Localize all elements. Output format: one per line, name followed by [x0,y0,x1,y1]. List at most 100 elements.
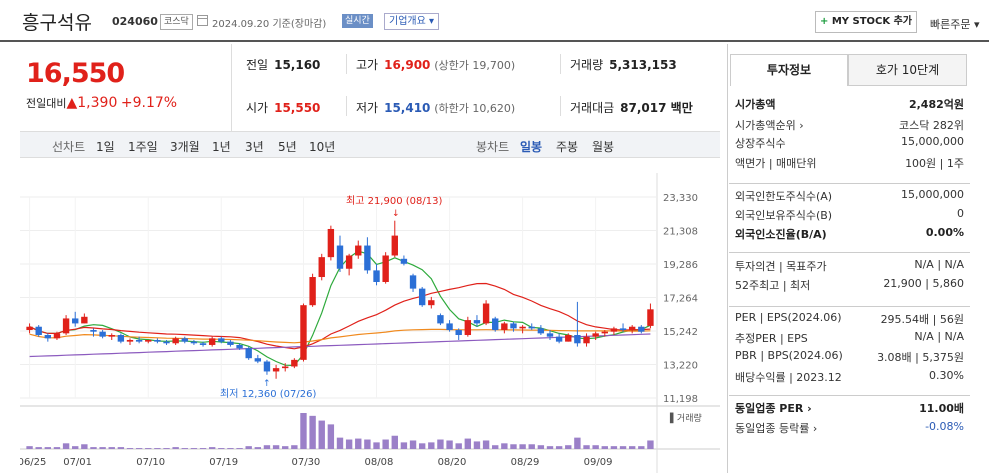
volume-bar [117,447,125,449]
candle-body [81,316,88,324]
candle-body [647,309,654,326]
candle-body [482,303,490,324]
candle-type-2[interactable]: 주봉 [556,140,579,154]
candle-body [345,255,353,269]
volume-bar [437,439,444,449]
volume-bar [44,447,52,449]
y-tick-label: 21,308 [663,227,698,238]
y-tick-label: 19,286 [663,260,698,271]
volume-bar [318,420,325,449]
volume-bar [546,446,554,449]
period-2[interactable]: 1주일 [128,140,158,154]
period-5[interactable]: 3년 [245,140,264,154]
info-row: 시가총액순위 › 코스닥 282위 [735,119,964,132]
candle-body [610,328,618,332]
candle-body [227,341,234,345]
x-tick-label: 07/01 [63,457,92,468]
volume-bar [455,443,462,449]
info-row: 동일업종 등락률 › -0.08% [735,420,964,435]
candle-body [272,368,280,372]
volume-bar [409,440,417,449]
candle-body [135,339,143,342]
candle-body [72,318,79,324]
candle-chart[interactable]: 23,330 21,308 19,286 17,264 15,242 13,220 11,1… [20,173,720,473]
volume-bar [446,440,453,449]
candle-body [510,323,517,329]
y-tick-label: 23,330 [663,193,698,204]
volume-bar [154,448,161,449]
candle-body [236,344,243,349]
price-box [20,44,232,132]
volume-bar [309,415,316,449]
company-overview-dropdown[interactable]: 기업개요 ▾ [384,13,439,30]
volume-label: ▌거래량 [669,412,702,424]
candle-body [108,335,115,337]
volume-bar [126,448,134,449]
candle-type-3[interactable]: 월봉 [592,140,615,154]
candle-body [628,326,636,331]
x-tick-label: 07/30 [291,457,320,468]
stats-panel [232,44,720,132]
candle-body [601,331,608,334]
candle-body [546,333,554,337]
period-4[interactable]: 1년 [212,140,231,154]
volume-bar [647,440,654,449]
x-tick-label: 08/08 [365,457,394,468]
info-row: 배당수익률 | 2023.12 0.30% [735,369,964,384]
candle-type-0[interactable]: 봉차트 [476,140,510,154]
quick-order-dropdown[interactable]: 빠른주문 ▾ [930,18,980,31]
x-tick-label: 08/20 [438,457,467,468]
volume-bar [53,447,61,449]
info-row: 상장주식수 15,000,000 [735,135,964,150]
my-stock-add-button[interactable]: + MY STOCK 추가 [815,11,917,33]
period-1[interactable]: 1일 [96,140,115,154]
period-6[interactable]: 5년 [278,140,297,154]
volume-bar [272,445,280,449]
candle-body [53,333,61,339]
realtime-button[interactable]: 실시간 [342,14,373,28]
candle-body [455,330,462,336]
volume-bar [190,448,198,449]
x-tick-label: 07/19 [209,457,238,468]
candle-body [254,358,262,362]
candle-body [26,326,33,331]
info-row: 동일업종 PER › 11.00배 [735,402,964,415]
stock-name: 흥구석유 [22,12,92,34]
candle-body [373,270,380,282]
divider [729,252,970,253]
info-row: 외국인소진율(B/A) 0.00% [735,226,964,241]
candle-body [327,228,335,258]
candle-body [391,235,398,256]
candle-type-1[interactable]: 일봉 [520,140,543,154]
divider [729,183,970,184]
volume-bar [464,438,472,449]
plus-icon: + [819,16,829,27]
period-3[interactable]: 3개월 [170,140,200,154]
volume-bar [610,446,618,449]
y-tick-label: 15,242 [663,327,698,338]
ma-20-line [29,282,651,350]
candle-body [99,331,106,337]
candle-body [400,258,408,264]
candle-body [355,245,362,256]
volume-bar [638,446,645,449]
tab-orderbook[interactable]: 호가 10단계 [848,54,967,86]
volume-bar [263,445,271,449]
tab-investment-info[interactable]: 투자정보 [730,54,848,86]
period-0[interactable]: 선차트 [52,140,86,154]
day-high: 고가 16,900 (상한가 19,700) [356,58,516,72]
volume-bar [181,448,188,449]
volume-bar [555,446,563,449]
trade-date: 2024.09.20 기준(장마감) [212,19,327,30]
candle-body [126,339,134,342]
candle-body [437,315,444,324]
volume-bar [72,446,79,449]
candle-body [446,323,453,331]
info-row: 시가총액 2,482억원 [735,98,964,111]
volume-bar [108,447,115,449]
candle-body [336,245,344,269]
period-7[interactable]: 10년 [309,140,336,154]
volume-bar [601,446,608,449]
candle-body [208,338,216,345]
candle-body [583,336,590,344]
